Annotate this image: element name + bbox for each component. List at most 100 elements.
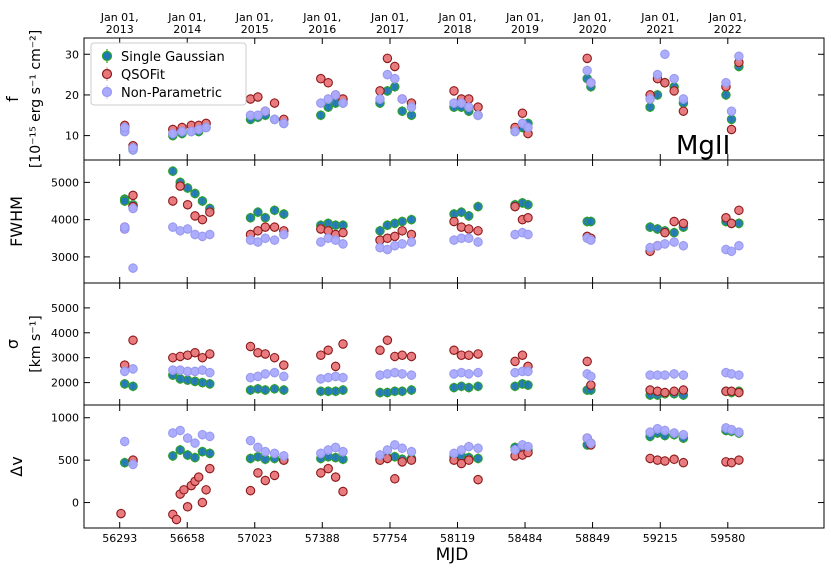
data-point bbox=[260, 233, 271, 244]
data-point bbox=[375, 86, 385, 96]
data-point bbox=[245, 213, 256, 223]
data-point bbox=[517, 350, 528, 360]
data-point bbox=[375, 94, 385, 104]
data-point bbox=[678, 94, 689, 104]
data-point bbox=[197, 214, 208, 225]
data-point bbox=[269, 470, 280, 481]
data-point bbox=[382, 244, 393, 255]
data-point bbox=[330, 442, 341, 453]
data-point bbox=[279, 371, 289, 382]
data-point bbox=[523, 366, 533, 377]
data-point bbox=[253, 207, 263, 217]
y-tick-label: 4000 bbox=[51, 214, 79, 227]
data-point bbox=[179, 485, 189, 495]
data-point bbox=[323, 94, 333, 104]
data-point bbox=[586, 371, 596, 382]
data-point bbox=[726, 124, 737, 135]
data-point bbox=[128, 459, 138, 470]
data-point bbox=[660, 239, 670, 249]
data-point bbox=[197, 352, 208, 363]
data-point bbox=[323, 77, 333, 88]
x-tick-label: 58849 bbox=[575, 532, 610, 545]
data-point bbox=[128, 263, 138, 273]
y-tick-label: 30 bbox=[65, 48, 79, 61]
data-point bbox=[406, 351, 417, 362]
top-date-year: 2014 bbox=[173, 23, 201, 36]
data-point bbox=[473, 474, 483, 485]
data-point bbox=[464, 350, 474, 360]
data-point bbox=[269, 222, 280, 232]
data-point bbox=[260, 222, 271, 232]
panel-FWHM: 3000 4000 5000 FWHM bbox=[7, 159, 825, 284]
data-point bbox=[473, 226, 483, 236]
x-axis-label: MJD bbox=[436, 545, 469, 565]
data-point bbox=[205, 367, 215, 378]
data-point bbox=[586, 438, 596, 448]
top-date-label: Jan 01, bbox=[640, 11, 679, 24]
data-point bbox=[205, 431, 215, 442]
data-point bbox=[168, 451, 178, 461]
data-point bbox=[464, 233, 474, 244]
data-point bbox=[726, 114, 737, 125]
data-point bbox=[726, 106, 737, 116]
data-point bbox=[669, 428, 679, 438]
data-point bbox=[269, 205, 280, 216]
data-point bbox=[473, 367, 483, 378]
data-point bbox=[190, 347, 200, 358]
data-point bbox=[678, 457, 689, 468]
legend-label: Non-Parametric bbox=[121, 86, 222, 101]
data-point bbox=[205, 379, 215, 389]
data-point bbox=[269, 384, 280, 394]
x-tick-label: 59580 bbox=[710, 532, 745, 545]
data-point bbox=[205, 229, 215, 240]
data-point bbox=[390, 73, 400, 84]
data-point bbox=[464, 369, 474, 379]
data-point bbox=[678, 240, 689, 251]
data-point bbox=[669, 454, 679, 465]
y-tick-label: 10 bbox=[65, 130, 79, 143]
data-point bbox=[330, 235, 341, 245]
data-point bbox=[669, 237, 679, 247]
data-point bbox=[645, 102, 655, 112]
data-point bbox=[128, 381, 138, 392]
data-point bbox=[678, 429, 689, 440]
data-point bbox=[390, 61, 400, 72]
data-point bbox=[523, 122, 533, 133]
y-tick-label: 500 bbox=[58, 454, 79, 467]
data-point bbox=[260, 446, 271, 457]
data-point bbox=[586, 235, 596, 245]
legend-marker-icon bbox=[101, 68, 113, 80]
data-point bbox=[397, 386, 407, 397]
data-point bbox=[168, 196, 178, 206]
panel-frame bbox=[83, 404, 825, 529]
data-point bbox=[406, 446, 417, 457]
data-point bbox=[375, 345, 385, 355]
data-point bbox=[260, 475, 271, 486]
top-date-year: 2018 bbox=[444, 23, 472, 36]
data-point bbox=[523, 380, 533, 390]
data-point bbox=[177, 126, 187, 137]
data-point bbox=[678, 218, 689, 229]
data-point bbox=[253, 468, 263, 478]
data-point bbox=[464, 224, 474, 234]
data-point bbox=[464, 455, 474, 465]
top-date-label: Jan 01, bbox=[370, 11, 409, 24]
data-point bbox=[660, 387, 670, 398]
data-point bbox=[269, 235, 280, 245]
x-tick-label: 57754 bbox=[372, 532, 407, 545]
data-point bbox=[510, 126, 520, 137]
x-tick-label: 58119 bbox=[440, 532, 475, 545]
top-date-label: Jan 01, bbox=[573, 11, 612, 24]
data-point bbox=[397, 226, 407, 236]
legend-marker-icon bbox=[101, 86, 113, 98]
data-point bbox=[330, 361, 341, 372]
data-point bbox=[182, 502, 193, 512]
top-date-label: Jan 01, bbox=[438, 11, 477, 24]
data-point bbox=[510, 445, 520, 455]
data-point bbox=[128, 364, 138, 374]
panel-series-group bbox=[119, 49, 744, 155]
data-point bbox=[190, 211, 200, 221]
data-point bbox=[721, 77, 731, 88]
data-point bbox=[168, 128, 178, 139]
